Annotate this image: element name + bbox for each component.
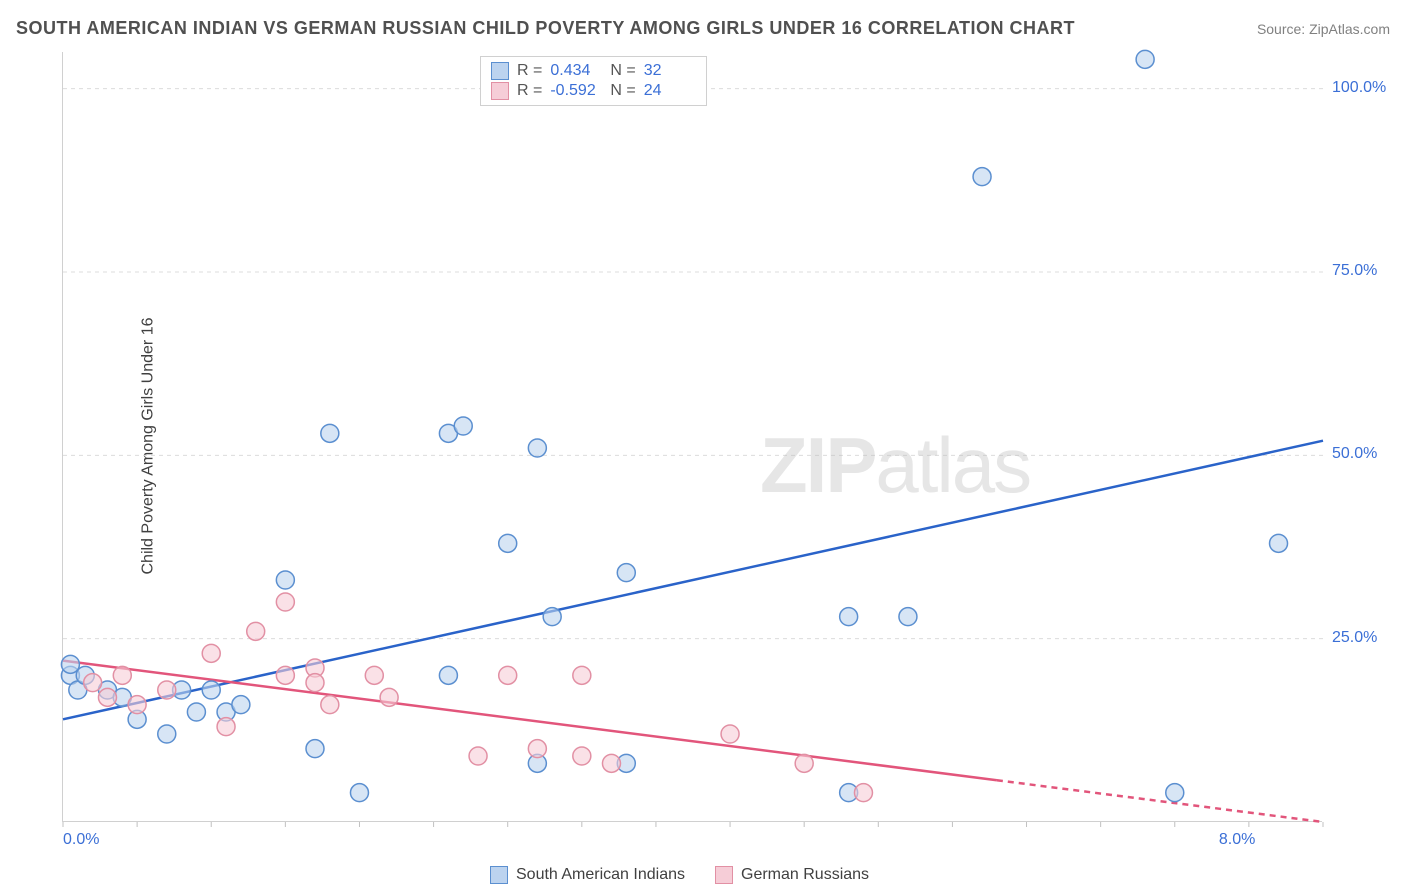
legend-swatch: [491, 62, 509, 80]
legend-series-item: South American Indians: [490, 866, 685, 884]
legend-series-label: German Russians: [741, 866, 869, 884]
chart-svg: [63, 52, 1322, 821]
legend-series: South American Indians German Russians: [490, 866, 869, 884]
r-label: R =: [517, 82, 542, 100]
r-label: R =: [517, 62, 542, 80]
y-tick-label: 25.0%: [1332, 629, 1402, 647]
source-label: Source: ZipAtlas.com: [1257, 21, 1390, 37]
n-label: N =: [610, 82, 635, 100]
legend-series-item: German Russians: [715, 866, 869, 884]
r-value: 0.434: [550, 62, 602, 80]
r-value: -0.592: [550, 82, 602, 100]
n-label: N =: [610, 62, 635, 80]
n-value: 32: [644, 62, 696, 80]
legend-series-label: South American Indians: [516, 866, 685, 884]
legend-swatch: [490, 866, 508, 884]
chart-title: SOUTH AMERICAN INDIAN VS GERMAN RUSSIAN …: [16, 18, 1075, 39]
legend-correlation-row: R = 0.434 N = 32: [491, 61, 696, 81]
y-tick-label: 50.0%: [1332, 445, 1402, 463]
legend-swatch: [491, 82, 509, 100]
legend-correlation-row: R = -0.592 N = 24: [491, 81, 696, 101]
y-tick-label: 100.0%: [1332, 79, 1402, 97]
x-tick-label: 8.0%: [1219, 831, 1255, 849]
legend-swatch: [715, 866, 733, 884]
legend-correlation-box: R = 0.434 N = 32 R = -0.592 N = 24: [480, 56, 707, 106]
n-value: 24: [644, 82, 696, 100]
plot-area: 25.0%50.0%75.0%100.0%0.0%8.0%: [62, 52, 1322, 822]
x-tick-label: 0.0%: [63, 831, 99, 849]
y-tick-label: 75.0%: [1332, 262, 1402, 280]
